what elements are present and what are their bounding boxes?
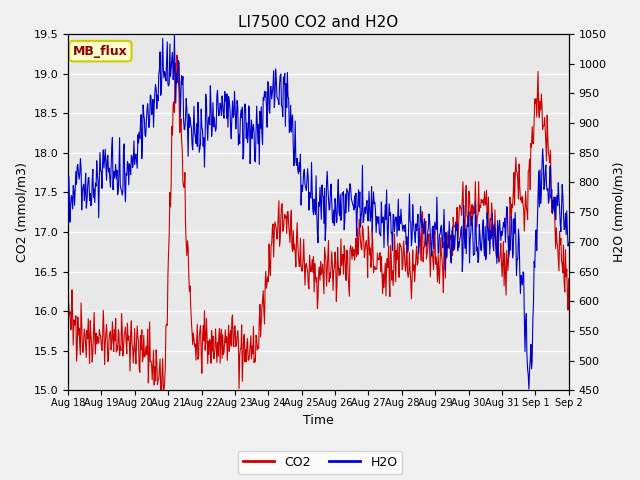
Y-axis label: CO2 (mmol/m3): CO2 (mmol/m3) xyxy=(15,162,28,262)
Text: MB_flux: MB_flux xyxy=(73,45,128,58)
Legend: CO2, H2O: CO2, H2O xyxy=(237,451,403,474)
Title: LI7500 CO2 and H2O: LI7500 CO2 and H2O xyxy=(238,15,399,30)
X-axis label: Time: Time xyxy=(303,414,333,427)
Y-axis label: H2O (mmol/m3): H2O (mmol/m3) xyxy=(612,162,625,263)
